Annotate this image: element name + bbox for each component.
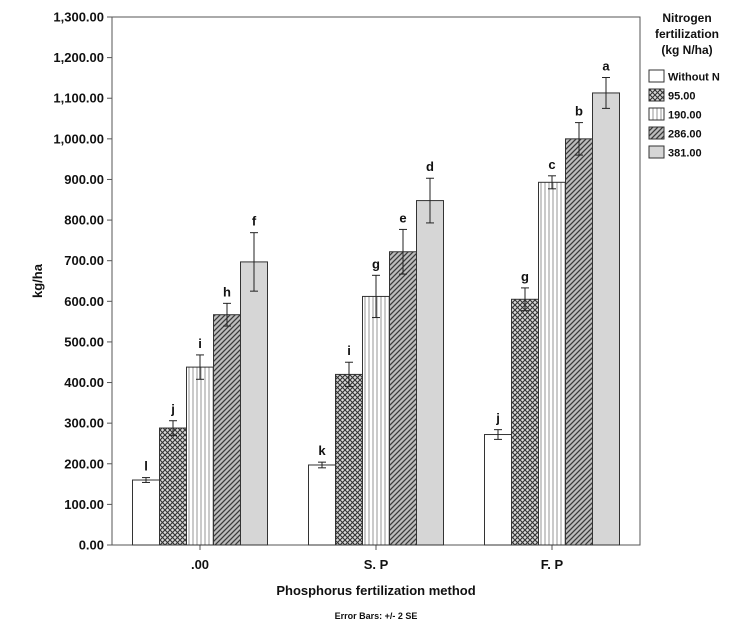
y-tick-label: 100.00 xyxy=(64,497,104,512)
legend-title-line-1: Nitrogen xyxy=(662,11,711,25)
significance-letter: b xyxy=(575,104,583,119)
y-tick-label: 1,200.00 xyxy=(53,50,104,65)
bar xyxy=(511,298,539,546)
bar xyxy=(565,138,593,546)
bar xyxy=(484,434,512,546)
bar xyxy=(362,295,390,546)
significance-letter: c xyxy=(548,157,555,172)
y-tick-label: 600.00 xyxy=(64,294,104,309)
legend-swatch xyxy=(648,88,665,102)
legend-label: Without N xyxy=(668,72,720,84)
significance-letter: j xyxy=(495,411,500,426)
y-tick-label: 200.00 xyxy=(64,456,104,471)
legend-swatch xyxy=(648,69,665,83)
significance-letter: i xyxy=(198,336,202,351)
legend-label: 190.00 xyxy=(668,110,702,122)
y-tick-label: 300.00 xyxy=(64,416,104,431)
x-axis-title: Phosphorus fertilization method xyxy=(276,583,475,598)
x-tick-label: S. P xyxy=(364,557,389,572)
y-tick-label: 900.00 xyxy=(64,172,104,187)
bar xyxy=(240,261,268,546)
significance-letter: e xyxy=(399,210,406,225)
y-tick-label: 800.00 xyxy=(64,213,104,228)
significance-letter: g xyxy=(372,256,380,271)
legend-label: 286.00 xyxy=(668,129,702,141)
bars: l j i h f k i g e d j g c b a xyxy=(132,59,620,546)
bar xyxy=(592,92,620,546)
error-bar-footnote: Error Bars: +/- 2 SE xyxy=(335,611,418,621)
legend-label: 95.00 xyxy=(668,91,696,103)
bar xyxy=(308,464,336,546)
y-tick-label: 0.00 xyxy=(79,538,104,553)
y-tick-label: 1,300.00 xyxy=(53,10,104,25)
legend-swatch xyxy=(648,145,665,159)
bar xyxy=(186,366,214,546)
x-tick-label: .00 xyxy=(191,557,209,572)
significance-letter: h xyxy=(223,284,231,299)
significance-letter: g xyxy=(521,269,529,284)
x-tick-label: F. P xyxy=(541,557,564,572)
significance-letter: j xyxy=(170,402,175,417)
x-axis: .00 S. P F. P xyxy=(191,545,564,572)
y-axis: 0.00 100.00 200.00 300.00 400.00 500.00 600.00… xyxy=(53,10,112,553)
y-tick-label: 500.00 xyxy=(64,334,104,349)
bar xyxy=(416,200,444,546)
bar xyxy=(538,181,566,546)
legend-swatch xyxy=(648,107,665,121)
y-tick-label: 700.00 xyxy=(64,253,104,268)
legend-label: 381.00 xyxy=(668,148,702,160)
significance-letter: l xyxy=(144,459,148,474)
y-tick-label: 1,000.00 xyxy=(53,131,104,146)
legend-title-line-3: (kg N/ha) xyxy=(661,43,712,57)
y-tick-label: 400.00 xyxy=(64,375,104,390)
legend: Nitrogen fertilization (kg N/ha) Without… xyxy=(648,11,720,160)
significance-letter: k xyxy=(318,443,326,458)
bar xyxy=(213,314,241,546)
y-axis-title: kg/ha xyxy=(30,263,45,298)
bar xyxy=(159,427,187,546)
bar xyxy=(389,251,417,546)
legend-swatch xyxy=(648,126,665,140)
significance-letter: f xyxy=(252,214,257,229)
bar xyxy=(335,373,363,546)
significance-letter: d xyxy=(426,159,434,174)
significance-letter: i xyxy=(347,343,351,358)
legend-title-line-2: fertilization xyxy=(655,27,719,41)
y-tick-label: 1,100.00 xyxy=(53,91,104,106)
bar xyxy=(132,479,160,546)
significance-letter: a xyxy=(602,59,610,74)
